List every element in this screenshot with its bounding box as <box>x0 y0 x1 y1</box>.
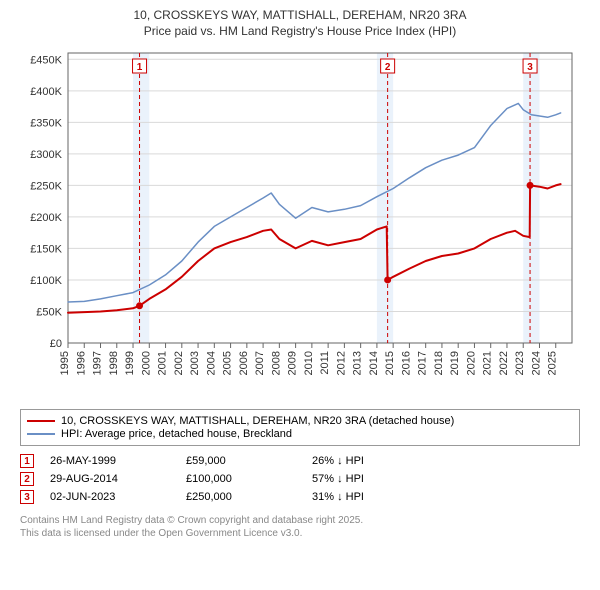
svg-text:2016: 2016 <box>400 351 412 375</box>
svg-text:£0: £0 <box>50 338 62 350</box>
attribution-line2: This data is licensed under the Open Gov… <box>20 527 580 540</box>
svg-text:2010: 2010 <box>303 351 315 375</box>
svg-text:£250K: £250K <box>30 181 62 193</box>
svg-text:2012: 2012 <box>335 351 347 375</box>
svg-text:2003: 2003 <box>189 351 201 375</box>
chart-title: 10, CROSSKEYS WAY, MATTISHALL, DEREHAM, … <box>8 8 592 39</box>
svg-text:£50K: £50K <box>36 307 62 319</box>
svg-text:3: 3 <box>527 62 533 73</box>
sale-date: 29-AUG-2014 <box>50 473 170 485</box>
sales-row: 3 02-JUN-2023 £250,000 31% ↓ HPI <box>20 490 580 504</box>
svg-text:£400K: £400K <box>30 86 62 98</box>
svg-text:2007: 2007 <box>254 351 266 375</box>
legend-swatch-hpi <box>27 433 55 435</box>
svg-text:£300K: £300K <box>30 149 62 161</box>
attribution-line1: Contains HM Land Registry data © Crown c… <box>20 514 580 527</box>
svg-text:1: 1 <box>137 62 143 73</box>
title-line1: 10, CROSSKEYS WAY, MATTISHALL, DEREHAM, … <box>8 8 592 24</box>
svg-text:1995: 1995 <box>59 351 71 375</box>
sale-price: £250,000 <box>186 491 296 503</box>
svg-text:2015: 2015 <box>384 351 396 375</box>
svg-text:2014: 2014 <box>368 351 380 375</box>
svg-text:2023: 2023 <box>514 351 526 375</box>
svg-text:2000: 2000 <box>140 351 152 375</box>
svg-text:2008: 2008 <box>270 351 282 375</box>
svg-text:£100K: £100K <box>30 275 62 287</box>
svg-text:2022: 2022 <box>498 351 510 375</box>
legend-swatch-price-paid <box>27 420 55 422</box>
chart-container: £0 £50K £100K £150K £200K £250K £300K £350K £400… <box>20 43 580 403</box>
legend-row-hpi: HPI: Average price, detached house, Brec… <box>27 428 573 440</box>
svg-text:2024: 2024 <box>530 351 542 375</box>
sale-diff: 26% ↓ HPI <box>312 455 432 467</box>
sales-table: 1 26-MAY-1999 £59,000 26% ↓ HPI 2 29-AUG… <box>20 454 580 504</box>
svg-text:2004: 2004 <box>205 351 217 375</box>
sale-date: 02-JUN-2023 <box>50 491 170 503</box>
legend-label-price-paid: 10, CROSSKEYS WAY, MATTISHALL, DEREHAM, … <box>61 415 454 427</box>
legend-label-hpi: HPI: Average price, detached house, Brec… <box>61 428 292 440</box>
sale-date: 26-MAY-1999 <box>50 455 170 467</box>
sale-marker-1: 1 <box>20 454 34 468</box>
svg-text:£350K: £350K <box>30 118 62 130</box>
svg-text:£450K: £450K <box>30 54 62 66</box>
svg-text:2001: 2001 <box>157 351 169 375</box>
chart-svg: £0 £50K £100K £150K £200K £250K £300K £350K £400… <box>20 43 580 403</box>
svg-text:1999: 1999 <box>124 351 136 375</box>
sale-diff: 31% ↓ HPI <box>312 491 432 503</box>
svg-text:2005: 2005 <box>222 351 234 375</box>
sale-marker-2: 2 <box>20 472 34 486</box>
svg-text:2013: 2013 <box>352 351 364 375</box>
sale-price: £59,000 <box>186 455 296 467</box>
svg-text:1996: 1996 <box>75 351 87 375</box>
svg-text:£200K: £200K <box>30 212 62 224</box>
svg-text:1998: 1998 <box>108 351 120 375</box>
svg-text:2019: 2019 <box>449 351 461 375</box>
title-line2: Price paid vs. HM Land Registry's House … <box>8 24 592 40</box>
svg-text:2025: 2025 <box>547 351 559 375</box>
svg-text:2017: 2017 <box>417 351 429 375</box>
legend: 10, CROSSKEYS WAY, MATTISHALL, DEREHAM, … <box>20 409 580 446</box>
svg-text:2011: 2011 <box>319 351 331 375</box>
svg-text:2020: 2020 <box>465 351 477 375</box>
sales-row: 2 29-AUG-2014 £100,000 57% ↓ HPI <box>20 472 580 486</box>
sale-diff: 57% ↓ HPI <box>312 473 432 485</box>
svg-text:2002: 2002 <box>173 351 185 375</box>
sale-marker-3: 3 <box>20 490 34 504</box>
svg-text:2: 2 <box>385 62 391 73</box>
svg-text:2006: 2006 <box>238 351 250 375</box>
svg-text:1997: 1997 <box>92 351 104 375</box>
sales-row: 1 26-MAY-1999 £59,000 26% ↓ HPI <box>20 454 580 468</box>
svg-text:2018: 2018 <box>433 351 445 375</box>
svg-text:2021: 2021 <box>482 351 494 375</box>
attribution: Contains HM Land Registry data © Crown c… <box>20 514 580 540</box>
legend-row-price-paid: 10, CROSSKEYS WAY, MATTISHALL, DEREHAM, … <box>27 415 573 427</box>
svg-text:2009: 2009 <box>287 351 299 375</box>
sale-price: £100,000 <box>186 473 296 485</box>
svg-text:£150K: £150K <box>30 244 62 256</box>
